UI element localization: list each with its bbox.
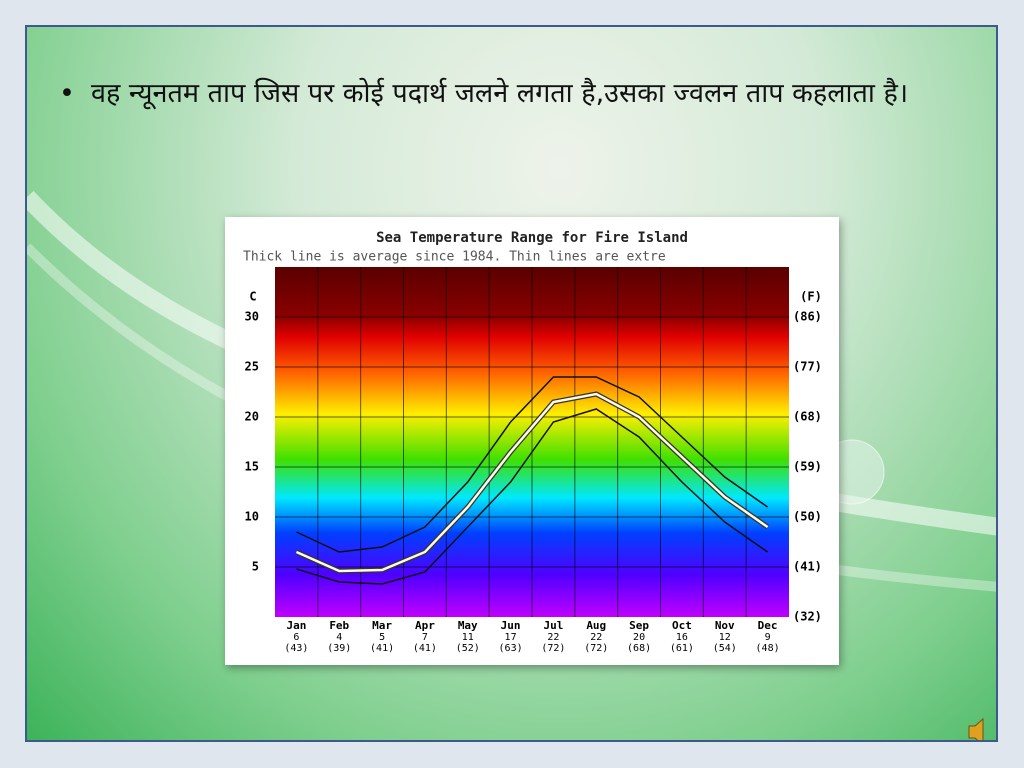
month-avg-f: (63): [499, 643, 523, 654]
month-avg-f: (72): [584, 643, 608, 654]
month-avg-c: 22: [590, 632, 602, 643]
chart: Sea Temperature Range for Fire Island Th…: [243, 230, 822, 654]
y2-tick-label: (86): [793, 310, 822, 324]
series-line: [295, 392, 769, 573]
x-tick-label: Jan: [286, 619, 306, 632]
month-avg-f: (54): [713, 643, 737, 654]
y2-axis-label: (F): [800, 290, 822, 304]
y-tick-label: 15: [245, 460, 259, 474]
month-avg-c: 16: [676, 632, 688, 643]
x-tick-label: Apr: [415, 619, 435, 632]
month-avg-c: 11: [462, 632, 474, 643]
chart-subtitle: Thick line is average since 1984. Thin l…: [243, 250, 666, 265]
month-avg-f: (68): [627, 643, 651, 654]
x-tick-label: Oct: [672, 619, 692, 632]
y2-tick-label: (59): [793, 460, 822, 474]
month-avg-c: 22: [547, 632, 559, 643]
y2-tick-label: (32): [793, 610, 822, 624]
x-tick-label: May: [458, 619, 478, 632]
month-avg-f: (39): [327, 643, 351, 654]
month-avg-c: 12: [719, 632, 731, 643]
y2-tick-label: (68): [793, 410, 822, 424]
y-tick-label: 20: [245, 410, 259, 424]
month-avg-c: 9: [765, 632, 771, 643]
month-avg-c: 7: [422, 632, 428, 643]
x-tick-label: Aug: [586, 619, 606, 632]
y-axis-label: C: [249, 290, 256, 304]
month-avg-f: (48): [756, 643, 780, 654]
month-avg-c: 5: [379, 632, 385, 643]
x-tick-label: Feb: [329, 619, 349, 632]
month-avg-f: (52): [456, 643, 480, 654]
y-tick-label: 25: [245, 360, 259, 374]
y2-tick-label: (41): [793, 560, 822, 574]
series-line: [296, 408, 769, 585]
month-avg-c: 6: [293, 632, 299, 643]
y2-tick-label: (77): [793, 360, 822, 374]
series-line: [296, 376, 769, 553]
y-tick-label: 10: [245, 510, 259, 524]
month-avg-c: 20: [633, 632, 645, 643]
slide: वह न्यूनतम ताप जिस पर कोई पदार्थ जलने लग…: [25, 25, 998, 742]
month-avg-f: (41): [413, 643, 437, 654]
x-tick-label: Jun: [501, 619, 521, 632]
x-tick-label: Sep: [629, 619, 649, 632]
x-tick-label: Jul: [543, 619, 563, 632]
x-tick-label: Dec: [758, 619, 778, 632]
month-avg-f: (72): [541, 643, 565, 654]
month-avg-f: (61): [670, 643, 694, 654]
x-tick-label: Nov: [715, 619, 735, 632]
month-avg-f: (41): [370, 643, 394, 654]
y-tick-label: 30: [245, 310, 259, 324]
month-avg-f: (43): [284, 643, 308, 654]
bullet-text: वह न्यूनतम ताप जिस पर कोई पदार्थ जलने लग…: [59, 67, 947, 121]
x-tick-label: Mar: [372, 619, 392, 632]
y2-tick-label: (50): [793, 510, 822, 524]
month-avg-c: 17: [505, 632, 517, 643]
month-avg-c: 4: [336, 632, 342, 643]
y-tick-label: 5: [252, 560, 259, 574]
chart-title: Sea Temperature Range for Fire Island: [376, 230, 688, 246]
chart-image: Sea Temperature Range for Fire Island Th…: [225, 217, 839, 665]
